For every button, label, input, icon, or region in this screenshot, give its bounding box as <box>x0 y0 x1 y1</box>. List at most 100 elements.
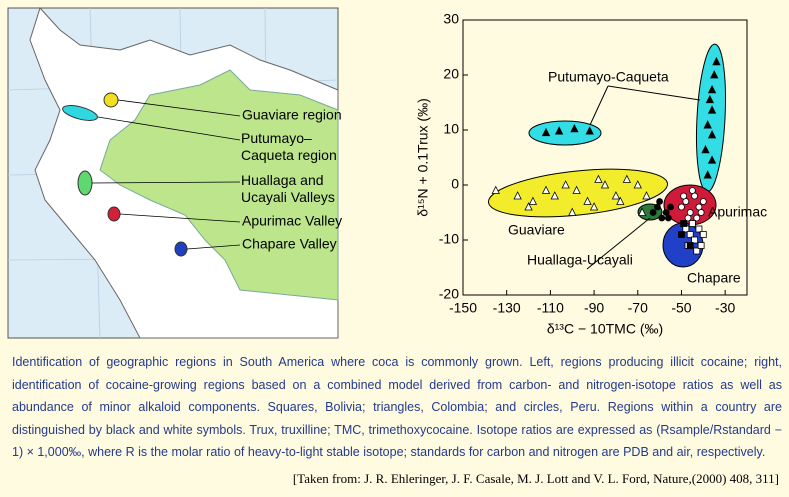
map-label: Putumayo–Caqueta region <box>241 130 337 163</box>
y-tick-label: -10 <box>439 231 459 247</box>
point <box>695 225 703 233</box>
huallaga-marker <box>77 170 93 196</box>
point <box>589 202 599 211</box>
point <box>680 220 688 227</box>
point <box>658 214 666 222</box>
point <box>697 242 705 249</box>
x-tick-label: -90 <box>584 300 604 316</box>
point <box>703 170 712 179</box>
point <box>616 196 625 205</box>
point <box>656 198 664 205</box>
figure: Guaviare region Putumayo–Caqueta region … <box>7 7 767 339</box>
point <box>688 220 696 227</box>
point <box>570 124 579 133</box>
map-labels: Guaviare region Putumayo–Caqueta region … <box>241 107 342 252</box>
point <box>691 236 698 244</box>
x-tick-label: -150 <box>449 300 477 316</box>
point <box>691 192 698 200</box>
x-tick-label: -130 <box>493 300 521 316</box>
x-tick-label: -70 <box>628 300 648 316</box>
point <box>611 191 621 200</box>
point <box>572 185 581 194</box>
point <box>707 84 717 94</box>
point <box>699 231 707 238</box>
annotation: Chapare <box>687 270 741 286</box>
point <box>600 180 610 189</box>
point <box>594 174 603 183</box>
x-tick-label: -30 <box>715 300 735 316</box>
point <box>695 203 703 211</box>
caption: Identification of geographic regions in … <box>12 355 782 459</box>
point <box>688 187 696 194</box>
point <box>684 214 692 222</box>
map-label: Chapare Valley <box>242 236 337 252</box>
annotation: Apurimac <box>708 204 767 220</box>
point <box>554 126 564 135</box>
point <box>703 120 712 129</box>
point <box>699 198 707 205</box>
map-label: Huallaga and Ucayali Valleys <box>241 172 335 205</box>
point <box>712 56 721 66</box>
citation: [Taken from: J. R. Ehleringer, J. F. Cas… <box>292 471 779 486</box>
point <box>707 130 717 139</box>
point <box>637 207 647 216</box>
point <box>622 174 631 183</box>
point <box>686 209 694 216</box>
point <box>678 231 685 238</box>
point <box>701 144 710 154</box>
point <box>585 126 594 135</box>
point <box>705 94 715 104</box>
map-label: Apurimac Valley <box>242 213 342 229</box>
point <box>583 196 592 205</box>
point <box>680 192 688 200</box>
point <box>513 191 522 200</box>
point <box>561 180 570 189</box>
point <box>550 191 559 200</box>
point <box>524 202 533 211</box>
x-tick-label: -50 <box>671 300 691 316</box>
point <box>528 196 538 205</box>
x-axis-label: δ¹³C − 10TMC (‰) <box>547 321 663 337</box>
map-label-box: Huallaga and Ucayali Valleys <box>241 172 335 205</box>
point <box>662 209 670 216</box>
point <box>707 105 717 114</box>
annotation: Huallaga-Ucayali <box>527 252 633 268</box>
y-axis-label: δ¹⁵N + 0.1Trux (‰) <box>415 98 431 216</box>
point <box>697 209 705 216</box>
map-label-box: Putumayo–Caqueta region <box>241 130 337 163</box>
scatter-plot: -150 -130 -110 -90 -70 -50 -30 -20 -10 0 10 20 30 δ¹³… <box>415 11 767 337</box>
annotation-arrow <box>589 85 609 126</box>
point <box>707 155 717 164</box>
region-ellipse <box>695 43 727 193</box>
point <box>693 247 701 255</box>
y-tick-label: 0 <box>451 176 459 192</box>
point <box>664 214 672 222</box>
point <box>541 185 551 194</box>
annotation: Putumayo-Caqueta <box>548 69 669 85</box>
region-ellipse <box>528 120 602 146</box>
point <box>541 127 551 137</box>
point <box>667 203 674 211</box>
y-tick-label: -20 <box>439 286 459 302</box>
y-tick-label: 20 <box>443 66 459 82</box>
point <box>633 180 642 189</box>
annotation: Guaviare <box>508 222 565 238</box>
point <box>649 209 657 216</box>
apurimac-marker <box>107 206 121 222</box>
map-label: Guaviare region <box>242 107 342 123</box>
point <box>678 203 685 211</box>
amazon-region <box>99 69 339 301</box>
map-leaders <box>91 99 241 250</box>
point <box>568 207 577 216</box>
chapare-marker <box>174 241 188 257</box>
point <box>686 231 694 238</box>
y-tick-label: 30 <box>443 11 459 27</box>
putumayo-marker <box>62 105 98 121</box>
point <box>693 214 701 222</box>
point <box>682 198 690 205</box>
guaviare-marker <box>103 92 119 108</box>
annotation-arrow <box>586 217 651 270</box>
point <box>491 185 500 194</box>
plot-frame <box>462 19 748 296</box>
